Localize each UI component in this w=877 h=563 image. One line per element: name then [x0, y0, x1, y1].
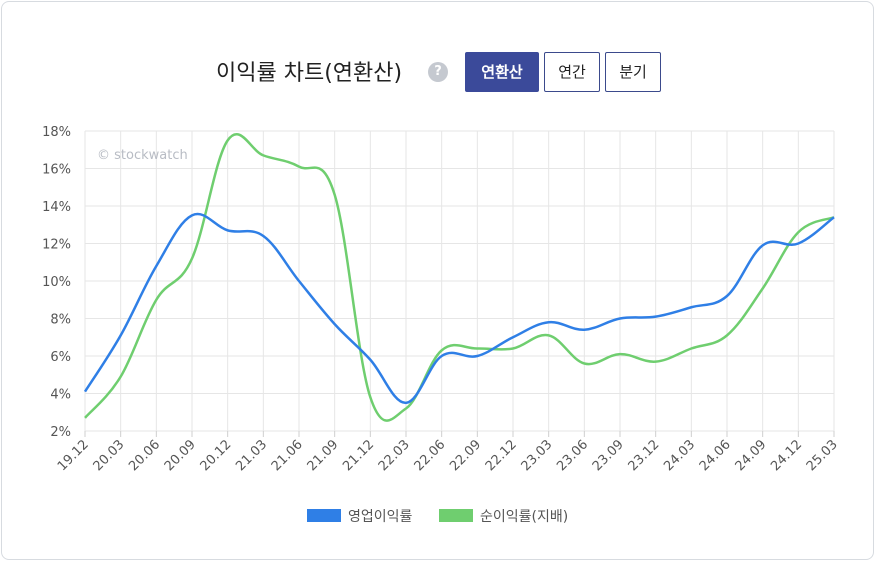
legend-net-margin-swatch	[439, 509, 473, 522]
x-tick-label: 22.03	[376, 437, 413, 474]
x-tick-label: 21.06	[269, 437, 306, 474]
x-tick-label: 21.09	[305, 437, 342, 474]
y-tick-label: 6%	[50, 350, 71, 365]
y-tick-label: 16%	[42, 163, 71, 178]
x-tick-label: 19.12	[55, 437, 92, 474]
legend-operating-margin-label: 영업이익률	[348, 509, 413, 525]
y-tick-label: 14%	[42, 200, 71, 215]
help-icon[interactable]: ?	[428, 62, 448, 82]
x-tick-label: 20.12	[198, 437, 235, 474]
x-tick-label: 20.06	[126, 437, 163, 474]
x-tick-label: 22.12	[483, 437, 520, 474]
y-tick-label: 12%	[42, 238, 71, 253]
x-tick-label: 24.09	[733, 437, 770, 474]
series-line-net-margin	[84, 133, 835, 422]
watermark: © stockwatch	[97, 148, 188, 163]
x-tick-label: 24.03	[661, 437, 698, 474]
x-tick-label: 23.09	[590, 437, 627, 474]
y-tick-label: 18%	[42, 125, 71, 140]
y-tick-label: 2%	[50, 425, 71, 440]
tab-annual[interactable]: 연간	[544, 52, 600, 92]
tab-quarterly[interactable]: 분기	[605, 52, 661, 92]
x-tick-label: 20.09	[162, 437, 199, 474]
series-line-operating-margin	[83, 212, 835, 405]
x-tick-label: 22.09	[447, 437, 484, 474]
x-tick-label: 22.06	[412, 437, 449, 474]
x-tick-label: 21.03	[233, 437, 270, 474]
y-tick-label: 4%	[50, 388, 71, 403]
x-tick-label: 23.12	[626, 437, 663, 474]
x-tick-label: 24.12	[768, 437, 805, 474]
x-tick-label: 21.12	[340, 437, 377, 474]
x-tick-label: 24.06	[697, 437, 734, 474]
legend-net-margin-label: 순이익률(지배)	[480, 509, 568, 525]
chart-title: 이익률 차트(연환산)	[216, 61, 403, 86]
tab-annualized[interactable]: 연환산	[465, 52, 539, 92]
x-tick-label: 20.03	[91, 437, 128, 474]
x-tick-label: 23.06	[554, 437, 591, 474]
y-tick-label: 8%	[50, 313, 71, 328]
legend-operating-margin-swatch	[307, 509, 341, 522]
x-tick-label: 23.03	[519, 437, 556, 474]
x-tick-label: 25.03	[804, 437, 841, 474]
y-tick-label: 10%	[42, 275, 71, 290]
